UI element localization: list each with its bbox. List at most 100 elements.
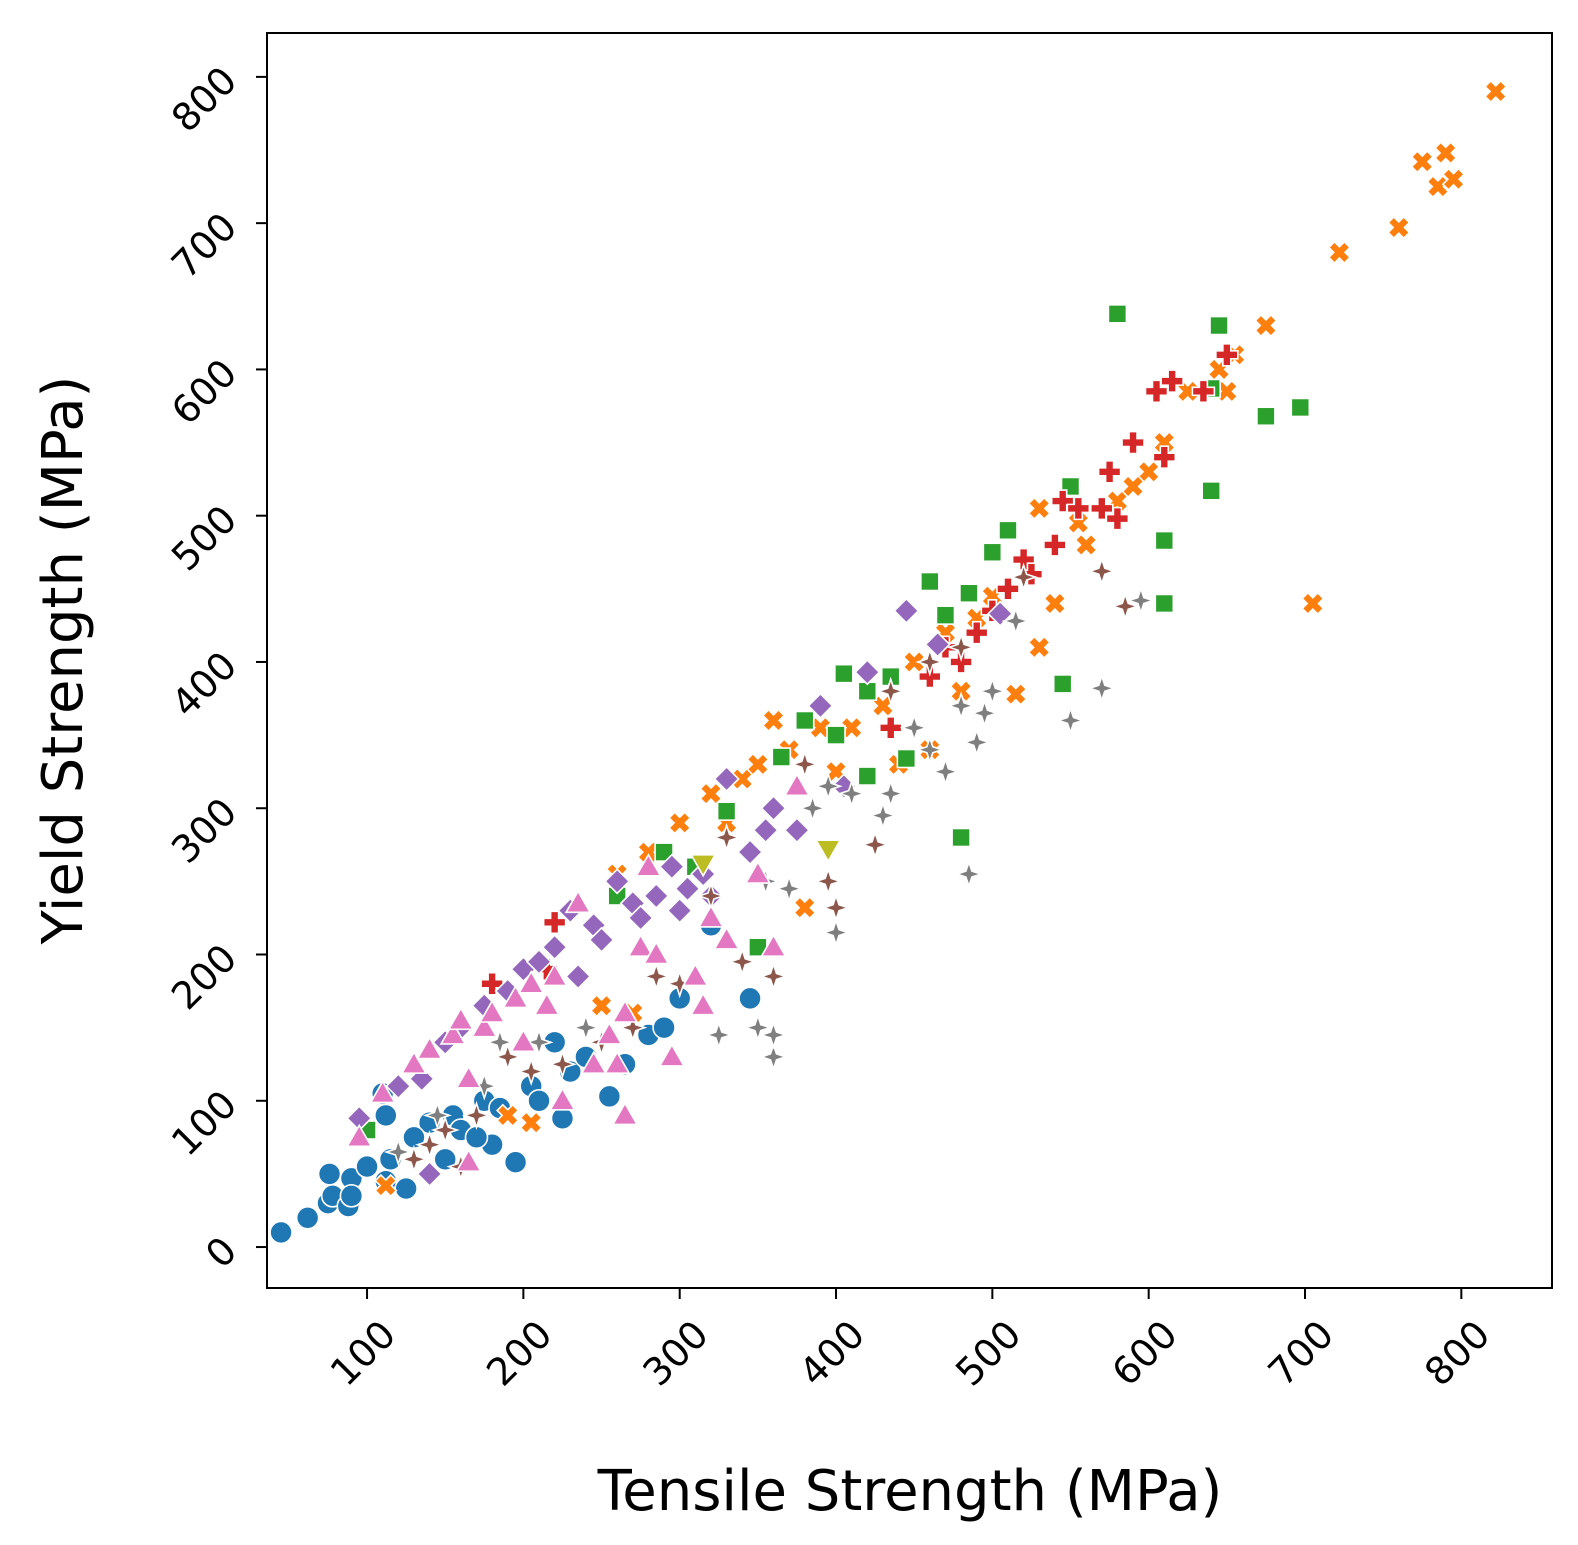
data-point-square	[1256, 406, 1276, 427]
data-point-x	[1043, 591, 1067, 616]
data-point-star4	[422, 1100, 452, 1130]
data-point-square	[951, 827, 971, 848]
data-point-circle	[394, 1176, 418, 1201]
series-group	[269, 913, 762, 1245]
data-point-x	[1301, 591, 1325, 616]
data-point-circle	[295, 1205, 320, 1230]
data-point-triangle-down	[689, 854, 717, 878]
data-point-x	[1433, 141, 1458, 165]
data-point-diamond	[713, 765, 740, 793]
data-point-x	[1074, 533, 1098, 557]
data-point-x	[1327, 240, 1352, 265]
data-point-plus	[1121, 430, 1145, 455]
data-point-square	[1154, 593, 1175, 614]
data-point-square	[716, 801, 737, 821]
data-point-diamond	[416, 1160, 443, 1188]
data-point-square	[935, 605, 956, 625]
data-point-triangle-up	[549, 1087, 576, 1111]
data-point-plus	[964, 620, 989, 645]
data-point-square	[896, 748, 917, 769]
data-point-star4	[977, 676, 1007, 706]
data-point-x	[667, 811, 692, 835]
data-point-star4	[641, 961, 671, 991]
data-point-star4	[1001, 606, 1031, 636]
data-point-circle	[527, 1088, 551, 1113]
data-point-star4	[524, 1027, 554, 1057]
data-point-star4	[813, 866, 843, 896]
data-point-star4	[969, 698, 1000, 728]
data-point-plus	[1097, 460, 1122, 484]
data-point-x	[1004, 682, 1028, 706]
data-point-star4	[899, 713, 929, 743]
data-point-diamond	[588, 926, 615, 954]
data-point-star4	[704, 1020, 734, 1050]
data-point-star4	[547, 1049, 578, 1079]
data-point-diamond	[541, 934, 568, 961]
data-point-triangle-up	[509, 1028, 537, 1053]
data-point-triangle-up	[635, 853, 662, 877]
data-point-triangle-up	[713, 926, 740, 950]
data-point-triangle-up	[689, 992, 717, 1016]
data-point-plus	[996, 577, 1020, 601]
data-point-diamond	[385, 1073, 412, 1100]
data-point-x	[1483, 79, 1508, 104]
data-point-star4	[930, 757, 961, 787]
data-point-triangle-up	[455, 1148, 483, 1173]
data-point-square	[857, 766, 878, 786]
data-point-star4	[758, 961, 789, 991]
data-point-triangle-down	[814, 839, 842, 863]
data-point-diamond	[893, 597, 920, 624]
plot-frame	[266, 32, 1553, 1289]
data-point-diamond	[760, 795, 787, 822]
data-point-x	[949, 679, 973, 703]
data-point-x	[761, 708, 786, 733]
data-point-square	[1201, 481, 1222, 501]
data-point-square	[1209, 315, 1229, 336]
data-point-star4	[493, 1042, 523, 1072]
data-point-square	[1290, 397, 1311, 418]
data-point-square	[1107, 304, 1128, 324]
data-point-triangle-up	[595, 1021, 623, 1045]
data-point-circle	[433, 1147, 458, 1172]
data-point-circle	[503, 1150, 528, 1175]
data-point-triangle-up	[517, 970, 545, 994]
data-point-square	[794, 710, 815, 731]
data-point-diamond	[924, 631, 951, 658]
data-point-star4	[383, 1137, 413, 1167]
data-point-x	[1027, 635, 1051, 660]
data-point-star4	[1087, 673, 1117, 703]
data-point-triangle-up	[611, 1101, 639, 1126]
data-point-x	[519, 1110, 543, 1135]
data-point-diamond	[627, 904, 654, 932]
data-point-diamond	[643, 882, 670, 910]
data-point-circle	[374, 1103, 398, 1128]
data-point-star4	[813, 771, 843, 801]
data-point-x	[1254, 313, 1278, 338]
data-point-diamond	[604, 868, 631, 895]
data-point-triangle-up	[400, 1050, 428, 1075]
data-point-square	[920, 571, 940, 592]
data-point-x	[1387, 215, 1411, 240]
data-point-star4	[1055, 705, 1086, 736]
data-point-star4	[954, 859, 984, 889]
data-point-star4	[727, 947, 757, 977]
data-point-star4	[962, 727, 992, 757]
data-point-triangle-up	[564, 889, 592, 914]
data-point-star4	[946, 691, 976, 721]
data-point-star4	[868, 800, 898, 831]
data-point-star4	[821, 918, 851, 948]
data-point-x	[1426, 174, 1450, 199]
data-point-triangle-up	[447, 1006, 475, 1031]
data-point-triangle-up	[744, 860, 772, 884]
data-point-plus	[542, 910, 567, 935]
data-point-x	[839, 716, 864, 740]
data-point-plus	[1144, 379, 1169, 404]
data-point-plus	[1105, 506, 1130, 531]
data-point-plus	[1160, 369, 1184, 393]
data-point-circle	[317, 1162, 342, 1186]
data-point-x	[793, 895, 817, 920]
data-point-plus	[1019, 562, 1044, 586]
data-point-square	[654, 842, 674, 862]
data-point-star4	[758, 1042, 789, 1072]
data-point-star4	[876, 676, 906, 706]
